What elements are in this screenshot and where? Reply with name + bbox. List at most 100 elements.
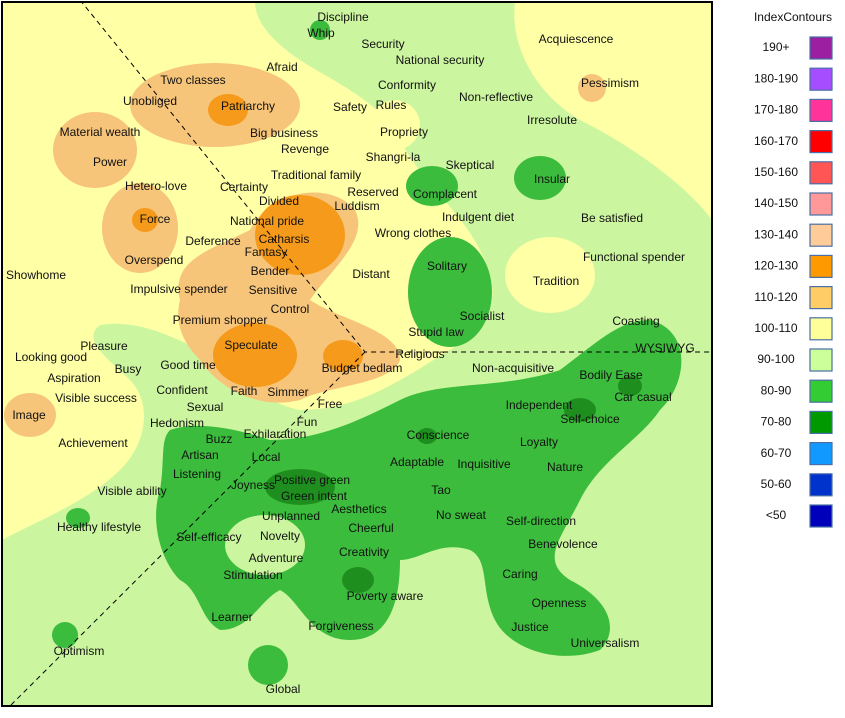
word-label: Green intent [281, 489, 348, 503]
region-yellow [370, 100, 420, 150]
word-label: Conscience [407, 428, 470, 442]
blob [618, 376, 642, 396]
word-label: Revenge [281, 142, 329, 156]
word-label: Irresolute [527, 113, 577, 127]
green [52, 20, 682, 685]
word-label: Two classes [160, 73, 225, 87]
word-label: Forgiveness [308, 619, 373, 633]
word-label: Budget bedlam [322, 361, 403, 375]
legend-swatch [809, 67, 833, 91]
word-label: Good time [160, 358, 216, 372]
legend-title: IndexContours [754, 10, 832, 24]
word-label: Car casual [614, 390, 671, 404]
word-label: Inquisitive [457, 457, 511, 471]
blob [564, 398, 596, 422]
blob [52, 622, 78, 648]
blob [265, 469, 335, 505]
word-label: Wrong clothes [375, 226, 451, 240]
word-label: Tao [431, 483, 451, 497]
word-label: Listening [173, 467, 221, 481]
blob [156, 320, 682, 656]
word-label: Fantasy [245, 245, 288, 259]
word-label: Achievement [58, 436, 128, 450]
word-label: Optimism [54, 644, 105, 658]
word-label: Independent [506, 398, 573, 412]
legend-swatch [809, 254, 833, 278]
legend-swatch [809, 98, 833, 123]
legend-swatch [809, 36, 833, 60]
word-label: Big business [250, 126, 318, 140]
legend-label: 120-130 [754, 259, 798, 273]
words: Discipline Whip Security Afraid National sec… [6, 10, 695, 696]
frame [1, 1, 713, 707]
region-yellow [505, 237, 595, 313]
word-label: Nature [547, 460, 583, 474]
word-label: Catharsis [259, 232, 310, 246]
legend-label: 180-190 [754, 71, 798, 85]
word-label: Visible ability [97, 484, 166, 498]
word-label: Visible success [55, 391, 137, 405]
word-label: Hedonism [150, 416, 204, 430]
legend-label: 90-100 [757, 352, 795, 366]
word-label: Patriarchy [221, 99, 275, 113]
blob [417, 428, 437, 444]
word-label: Skeptical [446, 158, 495, 172]
word-label: Tradition [533, 274, 579, 288]
word-label: Material wealth [60, 125, 141, 139]
word-label: Overspend [125, 253, 184, 267]
word-label: Confident [156, 383, 208, 397]
word-label: Discipline [317, 10, 369, 24]
legend-label: 140-150 [754, 196, 798, 210]
legend-swatch [809, 223, 833, 247]
legend-label: 160-170 [754, 134, 798, 148]
word-label: Traditional family [271, 168, 361, 182]
word-label: Distant [352, 267, 390, 281]
blob [213, 323, 297, 387]
word-label: Impulsive spender [130, 282, 227, 296]
legend-swatch [809, 348, 833, 372]
word-label: Novelty [260, 529, 300, 543]
blob [406, 166, 458, 206]
word-label: No sweat [436, 508, 487, 522]
legend-swatch [809, 161, 833, 185]
legend-label: 80-90 [761, 383, 792, 397]
word-label: Learner [211, 610, 252, 624]
blob [255, 195, 345, 275]
word-label: Premium shopper [173, 313, 268, 327]
legend-swatch [809, 286, 833, 310]
word-label: Certainty [220, 180, 268, 194]
word-label: Artisan [181, 448, 218, 462]
word-label: Hetero-love [125, 179, 187, 193]
word-label: Sensitive [249, 283, 298, 297]
word-label: Bodily Ease [579, 368, 643, 382]
legend-swatch [809, 379, 833, 403]
word-label: Image [12, 408, 46, 422]
legend-swatch [809, 442, 833, 466]
word-label: Busy [115, 362, 142, 376]
legend-label: <50 [766, 508, 787, 522]
legend-swatch [809, 317, 833, 341]
word-label: Speculate [224, 338, 278, 352]
legend-label: 170-180 [754, 103, 798, 117]
word-label: Reserved [347, 185, 398, 199]
word-label: Joyness [231, 478, 275, 492]
word-label: Creativity [339, 545, 389, 559]
word-label: Divided [259, 194, 299, 208]
word-label: Pessimism [581, 76, 639, 90]
word-label: Universalism [571, 636, 640, 650]
word-label: Control [271, 302, 310, 316]
word-label: Caring [502, 567, 537, 581]
contours: Discipline Whip Security Afraid National sec… [2, 2, 712, 706]
word-label: Local [252, 450, 281, 464]
word-label: Luddism [334, 199, 379, 213]
word-label: Adventure [249, 551, 304, 565]
orange-dark [132, 94, 363, 387]
blob [66, 508, 90, 528]
legend-label: 150-160 [754, 165, 798, 179]
word-label: Aesthetics [331, 502, 386, 516]
word-label: Justice [511, 620, 549, 634]
legend-swatch [809, 410, 833, 434]
word-label: Whip [307, 26, 335, 40]
green-dark [265, 376, 642, 593]
